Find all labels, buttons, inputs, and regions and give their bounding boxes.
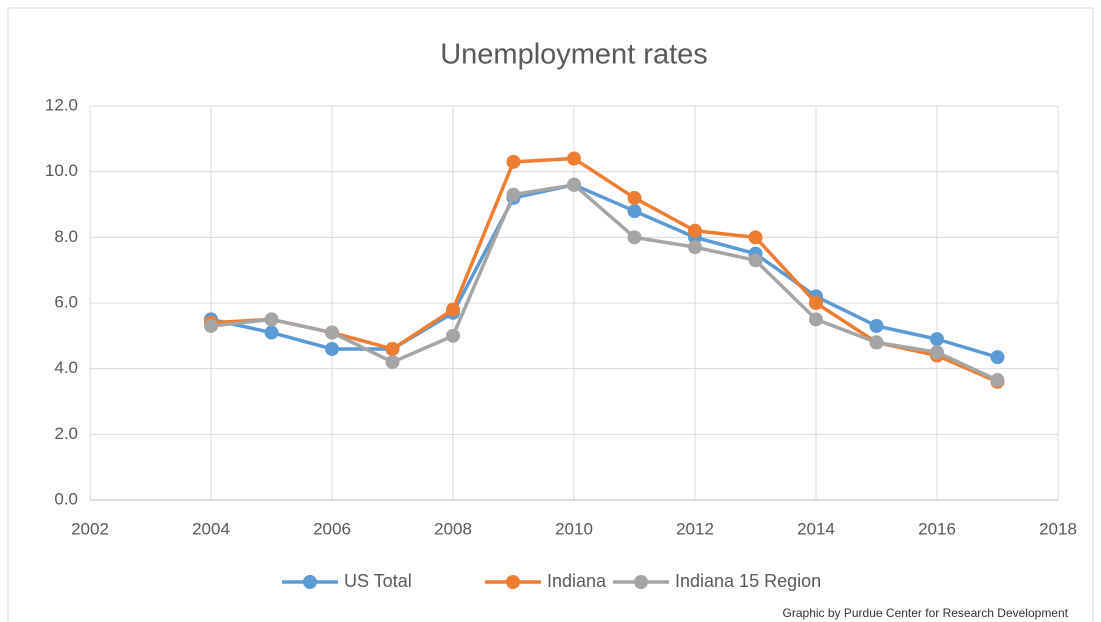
point <box>204 318 218 333</box>
x-tick-label: 2012 <box>676 519 714 538</box>
legend-label: Indiana 15 Region <box>675 571 821 591</box>
series-line <box>210 156 999 384</box>
legend-label: US Total <box>344 571 412 591</box>
annotation: Graphic by Purdue Center for Research De… <box>783 606 1069 620</box>
point <box>567 151 581 166</box>
point <box>325 325 339 340</box>
series-line <box>210 183 999 382</box>
chart-frame <box>7 7 1094 622</box>
x-tick-label: 2006 <box>313 519 351 538</box>
y-tick-label: 10.0 <box>45 161 78 180</box>
point <box>748 230 763 245</box>
legend-marker <box>303 575 317 589</box>
x-tick-label: 2014 <box>797 519 835 538</box>
y-tick-label: 6.0 <box>54 292 78 311</box>
point <box>506 187 521 202</box>
y-tick-label: 0.0 <box>54 489 78 508</box>
y-tick-label: 12.0 <box>45 95 78 114</box>
x-tick-label: 2002 <box>71 519 109 538</box>
point <box>627 230 642 245</box>
point <box>688 240 702 255</box>
point <box>264 312 279 327</box>
point <box>930 332 944 347</box>
point <box>264 325 279 340</box>
series-line <box>210 183 999 359</box>
point <box>809 296 823 310</box>
point <box>446 302 460 317</box>
y-tick-label: 2.0 <box>54 424 78 443</box>
point <box>990 350 1005 365</box>
legend-label: Indiana <box>547 571 607 591</box>
legend-marker <box>634 575 648 589</box>
point <box>688 223 702 238</box>
point <box>567 177 581 192</box>
point <box>869 335 884 350</box>
chart-title: Unemployment rates <box>440 39 708 71</box>
point <box>385 341 400 356</box>
x-tick-label: 2018 <box>1039 519 1077 538</box>
x-tick-label: 2016 <box>918 519 956 538</box>
point <box>325 341 339 356</box>
point <box>809 312 823 327</box>
y-tick-label: 4.0 <box>54 358 78 377</box>
point <box>506 154 521 169</box>
point <box>627 190 642 205</box>
x-tick-label: 2004 <box>192 519 230 538</box>
legend-marker <box>506 575 520 589</box>
point <box>869 318 884 333</box>
x-tick-label: 2010 <box>555 519 593 538</box>
point <box>748 253 763 268</box>
point <box>990 373 1005 388</box>
point <box>385 355 400 370</box>
point <box>627 204 642 219</box>
x-tick-label: 2008 <box>434 519 472 538</box>
point <box>930 345 944 360</box>
point <box>446 328 460 343</box>
y-tick-label: 8.0 <box>54 227 78 246</box>
